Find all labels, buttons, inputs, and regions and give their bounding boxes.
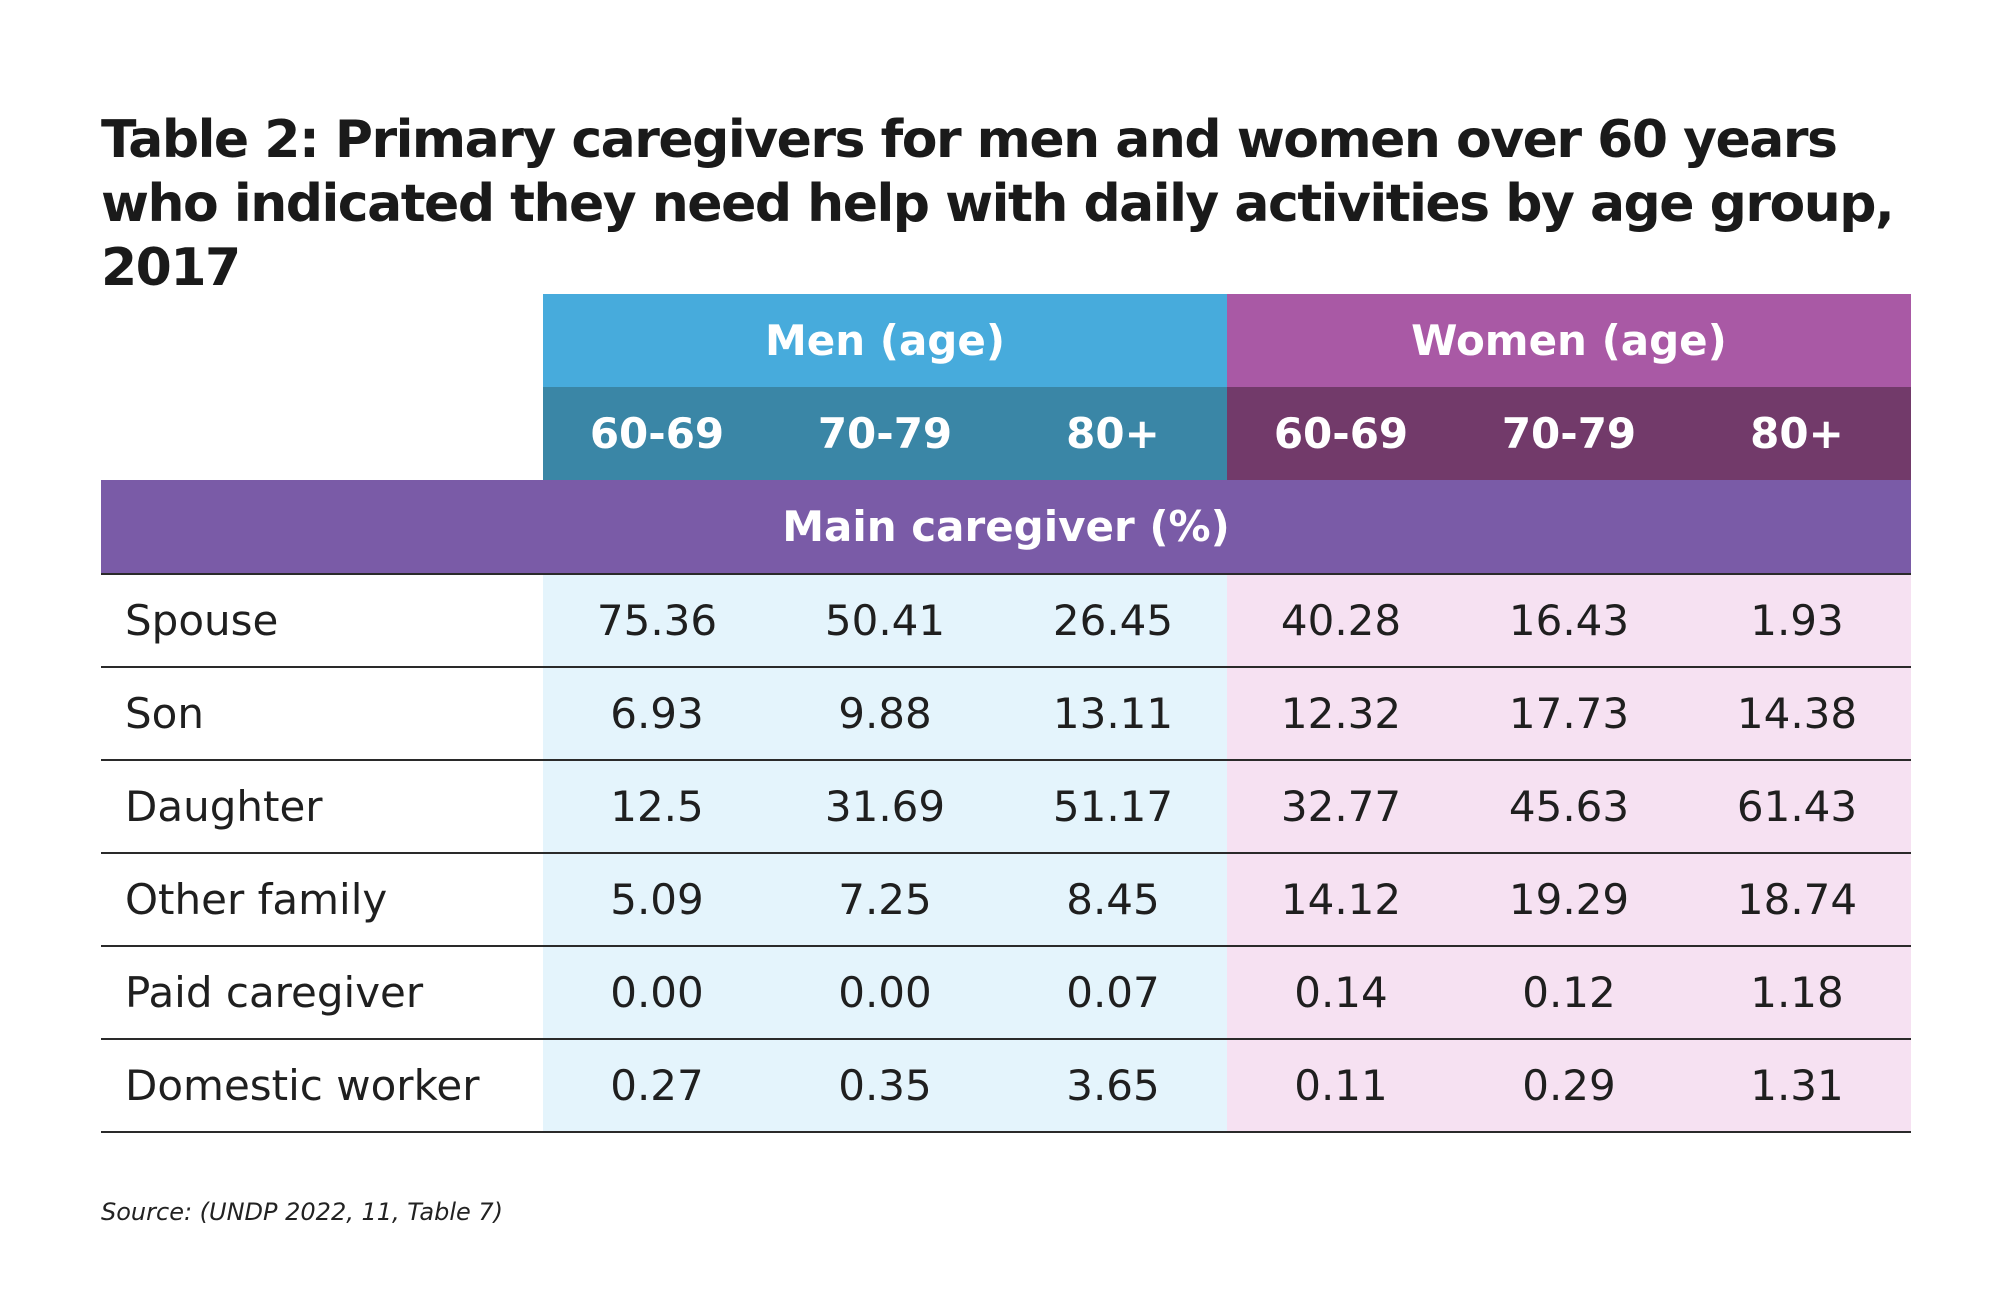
women-value-cell: 0.11 bbox=[1227, 1040, 1455, 1131]
men-value-cell: 26.45 bbox=[999, 575, 1227, 666]
women-value-cell: 1.93 bbox=[1683, 575, 1911, 666]
table-row: Son 6.93 9.88 13.11 12.32 17.73 14.38 bbox=[101, 668, 1911, 761]
women-value-cell: 45.63 bbox=[1455, 761, 1683, 852]
women-age-header: 60-69 bbox=[1227, 387, 1455, 480]
source-note: Source: (UNDP 2022, 11, Table 7) bbox=[101, 1198, 504, 1226]
men-value-cell: 51.17 bbox=[999, 761, 1227, 852]
men-age-header: 60-69 bbox=[543, 387, 771, 480]
women-value-cell: 12.32 bbox=[1227, 668, 1455, 759]
women-value-cell: 32.77 bbox=[1227, 761, 1455, 852]
empty-corner-cell bbox=[101, 294, 543, 387]
section-header-row: Main caregiver (%) bbox=[101, 480, 1911, 573]
group-header-row: Men (age) Women (age) bbox=[101, 294, 1911, 387]
men-value-cell: 6.93 bbox=[543, 668, 771, 759]
row-label: Paid caregiver bbox=[101, 947, 543, 1038]
women-value-cell: 17.73 bbox=[1455, 668, 1683, 759]
women-value-cell: 18.74 bbox=[1683, 854, 1911, 945]
men-value-cell: 8.45 bbox=[999, 854, 1227, 945]
row-label: Other family bbox=[101, 854, 543, 945]
men-value-cell: 3.65 bbox=[999, 1040, 1227, 1131]
women-value-cell: 16.43 bbox=[1455, 575, 1683, 666]
row-label: Daughter bbox=[101, 761, 543, 852]
women-value-cell: 14.38 bbox=[1683, 668, 1911, 759]
men-value-cell: 31.69 bbox=[771, 761, 999, 852]
table-row: Paid caregiver 0.00 0.00 0.07 0.14 0.12 1.18 bbox=[101, 947, 1911, 1040]
men-value-cell: 0.00 bbox=[543, 947, 771, 1038]
men-group-header: Men (age) bbox=[543, 294, 1227, 387]
women-value-cell: 1.18 bbox=[1683, 947, 1911, 1038]
table-row: Other family 5.09 7.25 8.45 14.12 19.29 18.74 bbox=[101, 854, 1911, 947]
women-value-cell: 0.12 bbox=[1455, 947, 1683, 1038]
women-value-cell: 1.31 bbox=[1683, 1040, 1911, 1131]
women-value-cell: 0.14 bbox=[1227, 947, 1455, 1038]
table-title: Table 2: Primary caregivers for men and … bbox=[101, 110, 1895, 298]
women-value-cell: 40.28 bbox=[1227, 575, 1455, 666]
men-age-header: 80+ bbox=[999, 387, 1227, 480]
women-group-header: Women (age) bbox=[1227, 294, 1911, 387]
men-value-cell: 75.36 bbox=[543, 575, 771, 666]
men-value-cell: 13.11 bbox=[999, 668, 1227, 759]
row-label: Son bbox=[101, 668, 543, 759]
men-age-header: 70-79 bbox=[771, 387, 999, 480]
men-value-cell: 50.41 bbox=[771, 575, 999, 666]
table-body: Spouse 75.36 50.41 26.45 40.28 16.43 1.93 Son 6.… bbox=[101, 575, 1911, 1133]
table-row: Spouse 75.36 50.41 26.45 40.28 16.43 1.93 bbox=[101, 575, 1911, 668]
table-row: Daughter 12.5 31.69 51.17 32.77 45.63 61.43 bbox=[101, 761, 1911, 854]
women-value-cell: 19.29 bbox=[1455, 854, 1683, 945]
men-value-cell: 9.88 bbox=[771, 668, 999, 759]
men-value-cell: 12.5 bbox=[543, 761, 771, 852]
men-value-cell: 0.07 bbox=[999, 947, 1227, 1038]
table-row: Domestic worker 0.27 0.35 3.65 0.11 0.29 1.31 bbox=[101, 1040, 1911, 1133]
men-value-cell: 5.09 bbox=[543, 854, 771, 945]
women-age-header: 70-79 bbox=[1455, 387, 1683, 480]
men-value-cell: 0.00 bbox=[771, 947, 999, 1038]
empty-corner-cell bbox=[101, 387, 543, 480]
women-value-cell: 0.29 bbox=[1455, 1040, 1683, 1131]
row-label: Spouse bbox=[101, 575, 543, 666]
section-label: Main caregiver (%) bbox=[101, 480, 1911, 573]
women-age-header: 80+ bbox=[1683, 387, 1911, 480]
men-value-cell: 7.25 bbox=[771, 854, 999, 945]
men-value-cell: 0.35 bbox=[771, 1040, 999, 1131]
caregiver-table: Men (age) Women (age) 60-69 70-79 80+ 60… bbox=[101, 294, 1911, 1133]
divider bbox=[101, 573, 1911, 575]
age-header-row: 60-69 70-79 80+ 60-69 70-79 80+ bbox=[101, 387, 1911, 480]
row-label: Domestic worker bbox=[101, 1040, 543, 1131]
men-value-cell: 0.27 bbox=[543, 1040, 771, 1131]
women-value-cell: 61.43 bbox=[1683, 761, 1911, 852]
women-value-cell: 14.12 bbox=[1227, 854, 1455, 945]
